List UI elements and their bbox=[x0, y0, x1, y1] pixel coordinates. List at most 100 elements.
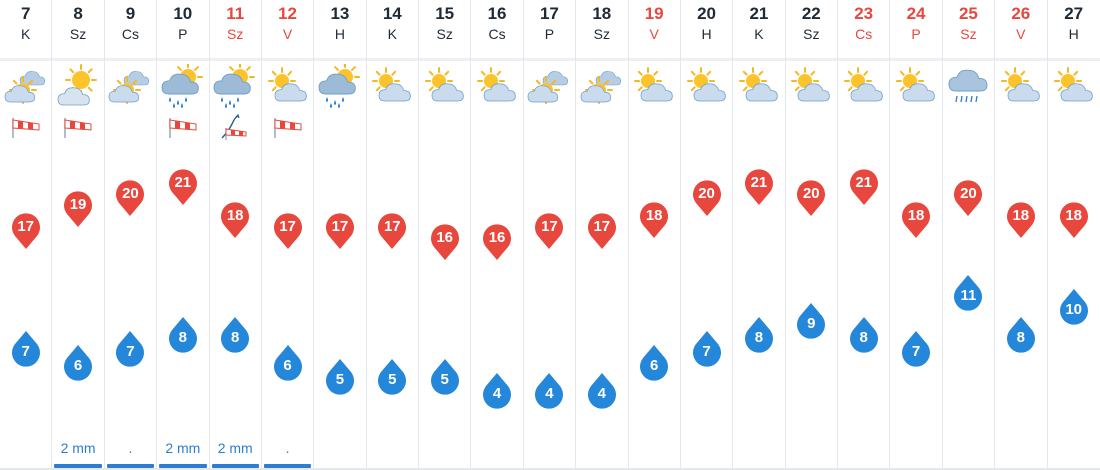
windsock-icon bbox=[61, 114, 95, 140]
day-header: 17 P bbox=[524, 4, 575, 43]
day-column[interactable]: 10 P 21 8 2 mm bbox=[157, 0, 210, 470]
day-column[interactable]: 12 V 17 6 . bbox=[261, 0, 315, 470]
day-column[interactable]: 21 K 21 8 bbox=[733, 0, 786, 470]
day-name: V bbox=[1016, 26, 1026, 42]
column-baseline bbox=[628, 468, 680, 470]
high-temp-marker: 18 bbox=[900, 199, 932, 239]
day-number: 18 bbox=[592, 4, 612, 23]
day-number: 25 bbox=[958, 4, 978, 23]
day-name: K bbox=[387, 26, 397, 42]
day-number: 19 bbox=[644, 4, 664, 23]
column-baseline bbox=[419, 468, 471, 470]
windsock-icon bbox=[271, 114, 305, 140]
header-divider bbox=[890, 58, 942, 61]
high-temp-value: 21 bbox=[174, 174, 192, 191]
day-column[interactable]: 27 H 18 10 bbox=[1047, 0, 1100, 470]
day-column[interactable]: 17 P 17 4 bbox=[523, 0, 577, 470]
day-name: H bbox=[1068, 26, 1079, 42]
column-baseline bbox=[785, 468, 837, 470]
header-divider bbox=[576, 58, 628, 61]
low-temp-value: 9 bbox=[807, 315, 816, 332]
header-divider bbox=[104, 58, 157, 61]
high-temp-marker: 18 bbox=[1005, 199, 1037, 239]
day-column[interactable]: 26 V 18 8 bbox=[995, 0, 1048, 470]
day-name: K bbox=[21, 26, 31, 42]
column-baseline bbox=[366, 468, 418, 470]
column-baseline bbox=[523, 468, 576, 470]
day-column[interactable]: 9 Cs 20 7 . bbox=[104, 0, 158, 470]
day-header: 11 Sz bbox=[210, 4, 261, 43]
day-header: 12 V bbox=[262, 4, 313, 43]
low-temp-value: 8 bbox=[859, 329, 868, 346]
day-column[interactable]: 20 H 20 7 bbox=[680, 0, 734, 470]
column-baseline bbox=[576, 468, 628, 470]
sunny-cloud-icon bbox=[55, 64, 101, 110]
header-divider bbox=[314, 58, 366, 61]
high-temp-value: 21 bbox=[855, 174, 873, 191]
day-column[interactable]: 24 P 18 7 bbox=[890, 0, 943, 470]
header-divider bbox=[680, 58, 733, 61]
low-temp-value: 8 bbox=[178, 329, 187, 346]
precipitation-amount: . bbox=[128, 440, 133, 456]
header-divider bbox=[838, 58, 890, 61]
column-baseline bbox=[1047, 468, 1100, 470]
low-temp-value: 11 bbox=[960, 287, 977, 304]
day-header: 9 Cs bbox=[105, 4, 156, 43]
low-temp-marker: 6 bbox=[638, 344, 670, 384]
day-name: Sz bbox=[803, 26, 820, 42]
low-temp-marker: 5 bbox=[324, 358, 356, 398]
day-column[interactable]: 16 Cs 16 4 bbox=[471, 0, 524, 470]
day-number: 10 bbox=[173, 4, 193, 23]
partly-sunny-icon bbox=[631, 64, 677, 110]
low-temp-marker: 4 bbox=[481, 372, 513, 412]
low-temp-value: 4 bbox=[492, 385, 502, 402]
sun-rain-icon bbox=[317, 64, 363, 110]
partly-sunny-icon bbox=[369, 64, 415, 110]
day-header: 13 H bbox=[314, 4, 365, 43]
day-column[interactable]: 13 H 17 5 bbox=[314, 0, 367, 470]
column-baseline bbox=[0, 468, 52, 470]
high-temp-marker: 19 bbox=[62, 188, 94, 228]
day-header: 26 V bbox=[995, 4, 1046, 43]
precipitation-bar bbox=[159, 464, 207, 468]
day-header: 27 H bbox=[1048, 4, 1100, 43]
day-column[interactable]: 14 K 17 5 bbox=[366, 0, 419, 470]
header-divider bbox=[942, 58, 995, 61]
day-name: Sz bbox=[960, 26, 977, 42]
day-name: Sz bbox=[436, 26, 453, 42]
precipitation-bar bbox=[211, 464, 259, 468]
day-column[interactable]: 8 Sz 19 6 2 mm bbox=[52, 0, 105, 470]
low-temp-marker: 7 bbox=[900, 330, 932, 370]
high-temp-value: 18 bbox=[645, 207, 663, 224]
low-temp-marker: 7 bbox=[691, 330, 723, 370]
column-baseline bbox=[680, 468, 733, 470]
day-column[interactable]: 22 Sz 20 9 bbox=[785, 0, 838, 470]
day-column[interactable]: 7 K 17 7 bbox=[0, 0, 53, 470]
windsock-icon bbox=[166, 114, 200, 140]
day-header: 24 P bbox=[890, 4, 941, 43]
low-temp-marker: 8 bbox=[848, 316, 880, 356]
column-baseline bbox=[471, 468, 523, 470]
day-column[interactable]: 18 Sz 17 4 bbox=[576, 0, 629, 470]
low-temp-marker: 9 bbox=[795, 302, 827, 342]
rain-cloud-icon bbox=[945, 64, 991, 110]
partly-sunny-icon bbox=[1051, 64, 1097, 110]
day-column[interactable]: 25 Sz 20 11 bbox=[942, 0, 996, 470]
column-baseline bbox=[942, 468, 995, 470]
day-name: Cs bbox=[488, 26, 506, 42]
sun-cloud-icon bbox=[579, 64, 625, 110]
day-column[interactable]: 23 Cs 21 8 bbox=[838, 0, 891, 470]
day-column[interactable]: 19 V 18 6 bbox=[628, 0, 681, 470]
day-number: 7 bbox=[20, 4, 31, 23]
low-temp-value: 8 bbox=[231, 329, 240, 346]
day-column[interactable]: 15 Sz 16 5 bbox=[419, 0, 472, 470]
low-temp-marker: 11 bbox=[952, 274, 984, 314]
low-temp-marker: 8 bbox=[743, 316, 775, 356]
day-number: 12 bbox=[278, 4, 298, 23]
day-number: 22 bbox=[801, 4, 821, 23]
day-name: P bbox=[544, 26, 555, 42]
partly-sunny-icon bbox=[998, 64, 1044, 110]
precipitation-amount: 2 mm bbox=[60, 440, 96, 456]
precipitation-amount: 2 mm bbox=[165, 440, 201, 456]
day-column[interactable]: 11 Sz 18 8 2 mm bbox=[209, 0, 262, 470]
